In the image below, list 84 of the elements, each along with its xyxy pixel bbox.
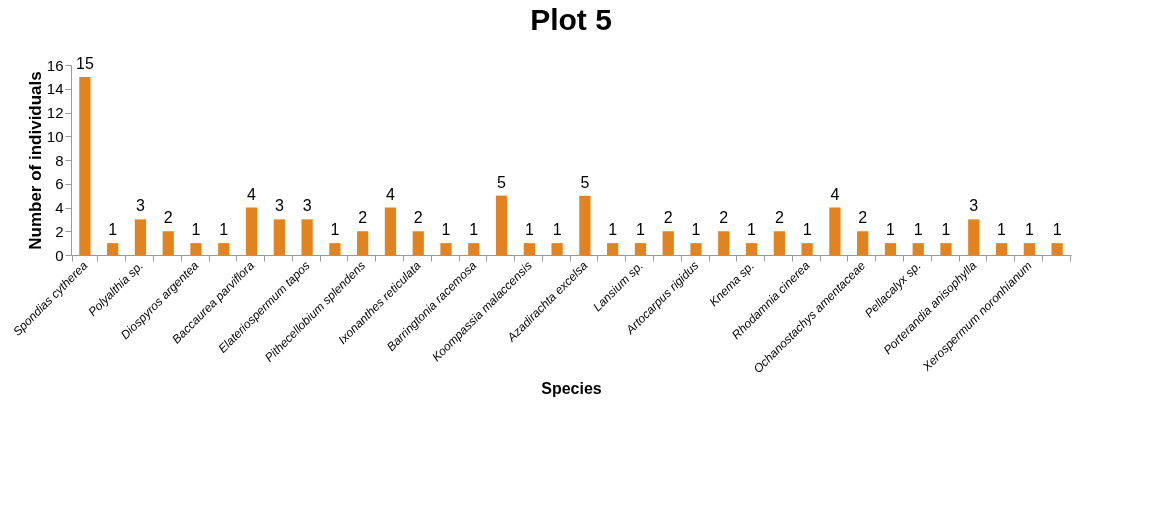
data-label: 5: [580, 173, 590, 191]
data-label: 1: [441, 221, 451, 239]
bar: [579, 195, 591, 255]
data-label: 1: [469, 221, 479, 239]
y-tick-label: 8: [55, 151, 64, 169]
bar: [384, 207, 397, 255]
bar: [218, 243, 230, 255]
bar: [801, 243, 813, 255]
bar: [634, 243, 647, 255]
data-label: 2: [358, 209, 368, 227]
data-label: 2: [163, 209, 173, 227]
data-label: 1: [608, 221, 618, 239]
data-label: 1: [330, 221, 340, 239]
data-label: 3: [274, 197, 284, 215]
bar: [940, 243, 952, 255]
data-label: 1: [552, 221, 562, 239]
bar: [190, 243, 202, 255]
data-label: 1: [941, 221, 951, 239]
data-label: 1: [997, 221, 1007, 239]
bar: [107, 243, 119, 255]
bar: [273, 219, 285, 255]
data-label: 3: [135, 197, 145, 215]
data-label: 1: [635, 221, 645, 239]
y-axis-title: Number of individuals: [25, 71, 45, 250]
bar: [468, 243, 480, 255]
data-label: 1: [913, 221, 923, 239]
data-label: 4: [247, 185, 257, 203]
bar: [1023, 243, 1035, 255]
data-label: 1: [691, 221, 701, 239]
y-tick-label: 16: [46, 56, 64, 74]
bar: [829, 207, 841, 255]
y-tick-label: 4: [55, 199, 64, 216]
bar: [245, 207, 258, 255]
data-label: 1: [802, 221, 812, 239]
data-label: 3: [969, 197, 979, 215]
y-tick-label: 14: [46, 80, 64, 98]
bar: [440, 243, 452, 255]
bar: [551, 243, 563, 255]
bar: [523, 243, 535, 255]
bar: [495, 195, 508, 255]
bar: [301, 219, 313, 255]
bar: [1051, 243, 1063, 255]
data-label: 4: [385, 185, 395, 203]
data-label: 2: [774, 209, 784, 227]
bar: [718, 231, 730, 255]
bar: [134, 219, 147, 255]
data-label: 1: [524, 221, 534, 239]
bar: [607, 243, 619, 255]
data-label: 15: [75, 54, 94, 72]
bar: [412, 231, 424, 255]
data-label: 4: [830, 185, 840, 203]
bar: [857, 231, 869, 255]
data-label: 1: [885, 221, 895, 239]
bar: [357, 231, 369, 255]
y-tick-label: 0: [55, 246, 64, 264]
data-label: 1: [1052, 221, 1062, 239]
y-tick-label: 2: [55, 222, 64, 240]
data-label: 3: [302, 197, 312, 215]
data-label: 5: [497, 173, 507, 191]
data-label: 2: [413, 209, 423, 227]
data-label: 1: [108, 221, 118, 239]
bar: [79, 76, 91, 255]
y-tick-label: 6: [55, 175, 64, 193]
data-label: 2: [858, 209, 868, 227]
bar: [968, 219, 980, 255]
data-label: 1: [219, 221, 229, 239]
data-label: 2: [719, 209, 729, 227]
bar: [662, 231, 674, 255]
data-label: 2: [663, 209, 673, 227]
bar: [912, 243, 924, 255]
y-tick-label: 10: [46, 127, 64, 145]
bar: [745, 243, 758, 255]
data-label: 1: [1024, 221, 1034, 239]
bar: [162, 231, 174, 255]
data-label: 1: [747, 221, 757, 239]
bar: [690, 243, 702, 255]
y-tick-label: 12: [46, 104, 64, 121]
chart-title: Plot 5: [530, 2, 612, 36]
data-label: 1: [191, 221, 201, 239]
bar: [329, 243, 341, 255]
bar: [773, 231, 785, 255]
bar: [995, 243, 1008, 255]
x-axis-title: Species: [541, 380, 602, 398]
bar: [884, 243, 897, 255]
